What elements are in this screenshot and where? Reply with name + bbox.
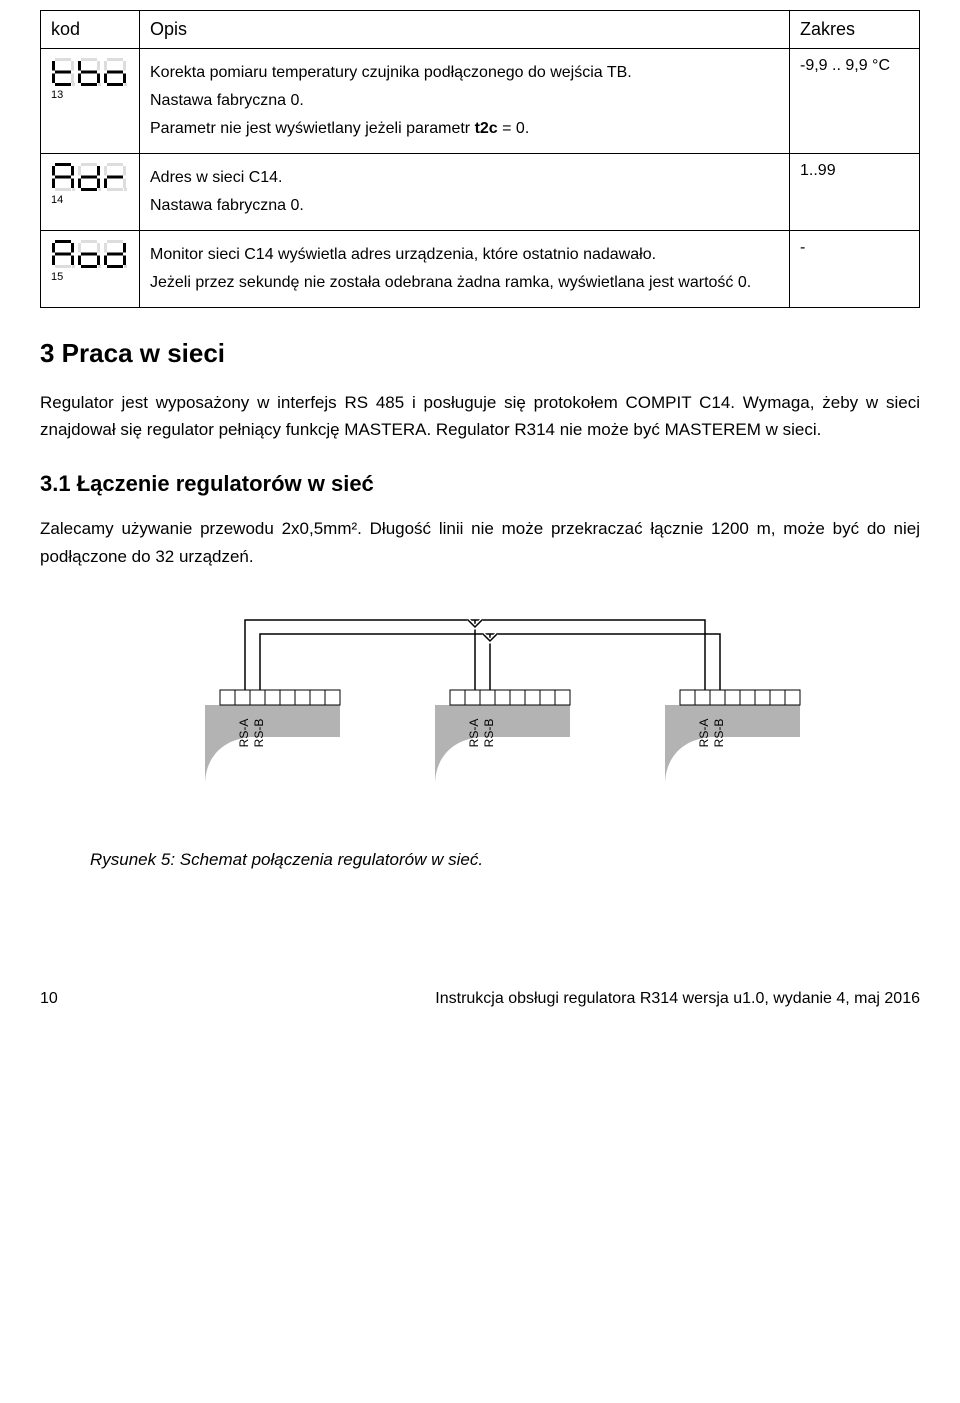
kod-cell: 13: [41, 49, 140, 154]
seg-display-icon: [51, 57, 129, 87]
desc-line: Korekta pomiaru temperatury czujnika pod…: [150, 61, 779, 85]
svg-text:RS-B: RS-B: [252, 718, 266, 747]
zakres-cell: -9,9 .. 9,9 °C: [790, 49, 920, 154]
section-3-p1: Regulator jest wyposażony w interfejs RS…: [40, 389, 920, 443]
th-zakres: Zakres: [790, 11, 920, 49]
opis-cell: Adres w sieci C14. Nastawa fabryczna 0.: [140, 154, 790, 231]
network-diagram: RS-ARS-BRS-ARS-BRS-ARS-B Rysunek 5: Sche…: [40, 600, 920, 870]
param-index: 13: [51, 89, 129, 101]
desc-line: Parametr nie jest wyświetlany jeżeli par…: [150, 117, 779, 141]
svg-text:RS-A: RS-A: [237, 718, 251, 747]
desc-line: Adres w sieci C14.: [150, 166, 779, 190]
desc-line: Jeżeli przez sekundę nie została odebran…: [150, 271, 779, 295]
section-3-1-p: Zalecamy używanie przewodu 2x0,5mm². Dłu…: [40, 515, 920, 569]
param-index: 14: [51, 194, 129, 206]
section-3-1-title: 3.1 Łączenie regulatorów w sieć: [40, 471, 920, 497]
parameter-table: kod Opis Zakres 13 Korekta pomiaru temper…: [40, 10, 920, 308]
svg-text:RS-B: RS-B: [712, 718, 726, 747]
seg-display-icon: [51, 239, 129, 269]
th-kod: kod: [41, 11, 140, 49]
table-row: 13 Korekta pomiaru temperatury czujnika p…: [41, 49, 920, 154]
table-row: 15 Monitor sieci C14 wyświetla adres urzą…: [41, 231, 920, 308]
figure-caption: Rysunek 5: Schemat połączenia regulatoró…: [90, 850, 920, 870]
param-index: 15: [51, 271, 129, 283]
section-3-title: 3 Praca w sieci: [40, 338, 920, 369]
page-footer: 10 Instrukcja obsługi regulatora R314 we…: [40, 990, 920, 1008]
doc-version: Instrukcja obsługi regulatora R314 wersj…: [435, 990, 920, 1008]
zakres-cell: 1..99: [790, 154, 920, 231]
opis-cell: Korekta pomiaru temperatury czujnika pod…: [140, 49, 790, 154]
svg-text:RS-A: RS-A: [467, 718, 481, 747]
kod-cell: 15: [41, 231, 140, 308]
th-opis: Opis: [140, 11, 790, 49]
page-number: 10: [40, 990, 58, 1008]
svg-text:RS-A: RS-A: [697, 718, 711, 747]
opis-cell: Monitor sieci C14 wyświetla adres urządz…: [140, 231, 790, 308]
kod-cell: 14: [41, 154, 140, 231]
seg-display-icon: [51, 162, 129, 192]
zakres-cell: -: [790, 231, 920, 308]
desc-line: Nastawa fabryczna 0.: [150, 89, 779, 113]
desc-line: Monitor sieci C14 wyświetla adres urządz…: [150, 243, 779, 267]
desc-line: Nastawa fabryczna 0.: [150, 194, 779, 218]
svg-text:RS-B: RS-B: [482, 718, 496, 747]
table-row: 14 Adres w sieci C14. Nastawa fabryczna 0.…: [41, 154, 920, 231]
